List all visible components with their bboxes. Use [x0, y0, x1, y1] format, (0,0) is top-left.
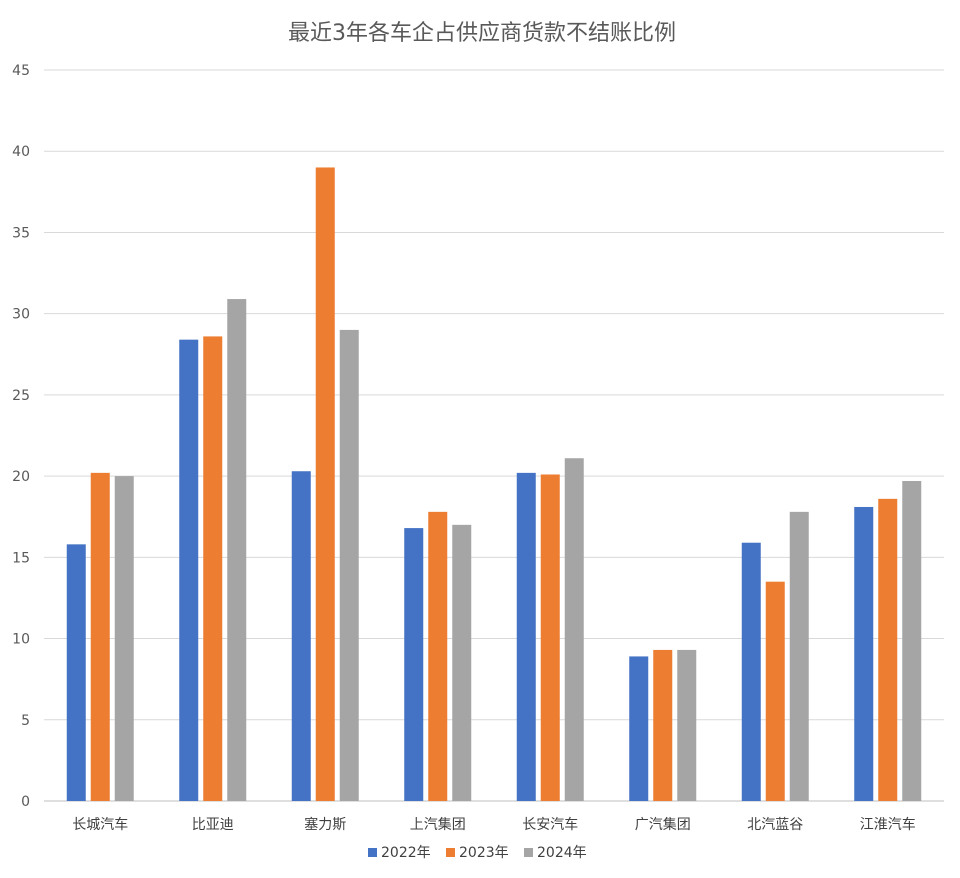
x-category-label: 广汽集团 — [635, 816, 691, 833]
bar — [227, 299, 247, 801]
bar — [516, 472, 536, 801]
legend-label: 2023年 — [459, 845, 509, 861]
y-tick-label: 20 — [12, 469, 30, 485]
bar — [291, 471, 311, 801]
y-tick-label: 5 — [21, 713, 30, 729]
x-category-label: 长城汽车 — [72, 816, 128, 833]
axis-layer: 0 5 10 15 20 25 30 35 40 45 长城汽车 比亚迪 塞力斯 上汽集团 长安汽车 广汽集团… — [12, 63, 916, 833]
y-tick-label: 45 — [12, 63, 30, 79]
bar — [315, 167, 335, 801]
x-category-label: 上汽集团 — [410, 816, 466, 833]
legend-label: 2022年 — [381, 845, 431, 861]
legend-label: 2024年 — [537, 845, 587, 861]
bar — [114, 476, 134, 801]
legend-swatch — [446, 848, 455, 857]
bar — [677, 649, 697, 801]
legend-swatch — [368, 848, 377, 857]
x-category-label: 长安汽车 — [522, 816, 578, 833]
bar — [765, 581, 785, 801]
bar — [428, 511, 448, 801]
bar — [540, 474, 560, 801]
bar — [179, 339, 199, 801]
y-tick-label: 0 — [21, 794, 30, 810]
bar — [339, 329, 359, 801]
y-tick-label: 40 — [12, 144, 30, 160]
chart-title: 最近3年各车企占供应商货款不结账比例 — [288, 21, 676, 46]
y-tick-label: 30 — [12, 307, 30, 323]
bar — [452, 524, 472, 801]
bar — [404, 528, 424, 801]
y-tick-label: 10 — [12, 632, 30, 648]
bar — [564, 458, 584, 801]
bar-layer — [66, 167, 922, 801]
y-tick-label: 25 — [12, 388, 30, 404]
bar — [741, 542, 761, 801]
x-category-label: 江淮汽车 — [860, 816, 916, 833]
bar — [878, 498, 898, 801]
bar — [902, 480, 922, 801]
x-category-label: 塞力斯 — [304, 816, 346, 833]
x-category-label: 北汽蓝谷 — [747, 817, 803, 833]
legend-swatch — [524, 848, 533, 857]
legend: 2022年 2023年 2024年 — [368, 845, 587, 861]
bar — [203, 336, 223, 801]
y-tick-label: 15 — [12, 550, 30, 566]
bar — [789, 511, 809, 801]
bar — [653, 649, 673, 801]
bar — [854, 506, 874, 801]
bar — [66, 544, 86, 801]
x-category-label: 比亚迪 — [192, 817, 234, 833]
y-tick-label: 35 — [12, 225, 30, 241]
bar — [629, 656, 649, 801]
bar — [90, 472, 110, 801]
